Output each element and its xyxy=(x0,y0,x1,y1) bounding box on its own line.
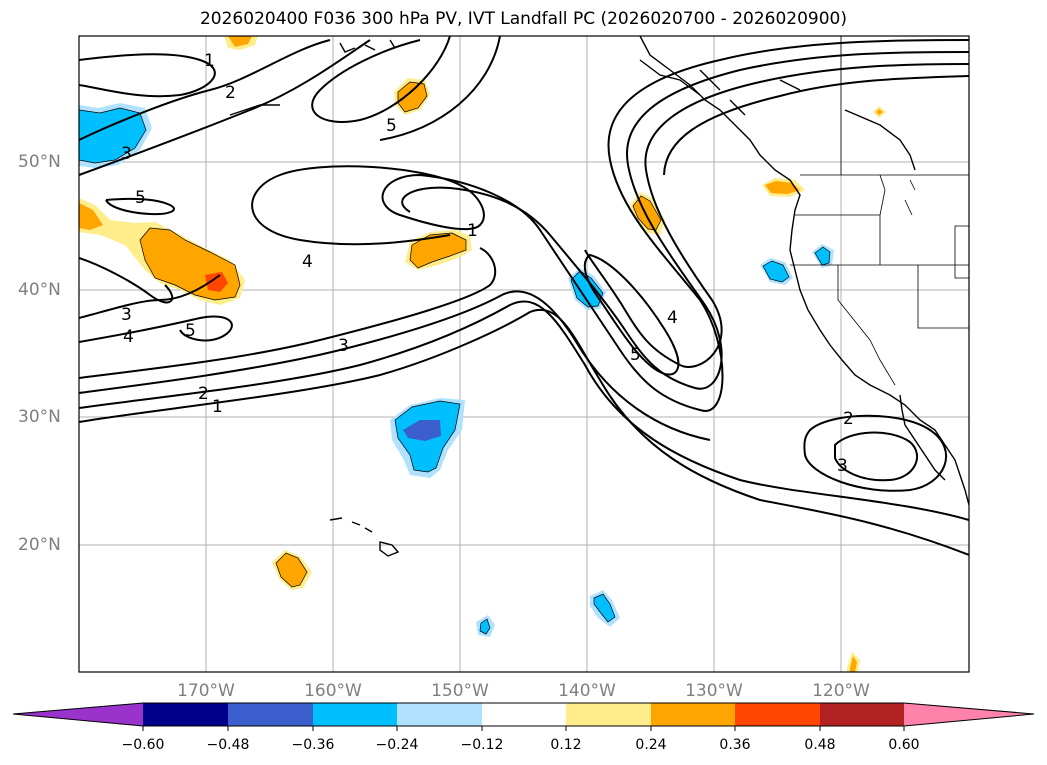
contour-labels: 1 2 5 3 5 4 1 3 4 5 3 2 1 4 5 2 3 xyxy=(121,51,854,476)
contour-label: 2 xyxy=(843,409,854,429)
lat-tick-label: 20°N xyxy=(18,535,61,555)
lon-tick-label: 140°W xyxy=(558,681,616,701)
colorbar-segment xyxy=(482,703,568,726)
pv-contours xyxy=(79,36,969,556)
map-frame xyxy=(78,35,970,673)
contour-label: 1 xyxy=(204,51,215,71)
colorbar-tick-label: 0.24 xyxy=(635,737,667,753)
lat-tick-label: 30°N xyxy=(18,407,61,427)
contour-label: 1 xyxy=(467,221,478,241)
lat-tick-label: 40°N xyxy=(18,280,61,300)
lon-tick-label: 170°W xyxy=(177,681,235,701)
colorbar-segment xyxy=(820,703,905,726)
contour-label: 3 xyxy=(338,336,349,356)
contour-label: 5 xyxy=(135,188,146,208)
contour-label: 5 xyxy=(630,345,641,365)
colorbar-tick-label: 0.36 xyxy=(719,737,751,753)
contour-label: 4 xyxy=(667,308,678,328)
colorbar-segment xyxy=(904,703,1034,726)
colorbar-segment xyxy=(397,703,483,726)
colorbar-tick-label: −0.24 xyxy=(375,737,419,753)
contour-label: 1 xyxy=(212,397,223,417)
figure-title: 2026020400 F036 300 hPa PV, IVT Landfall… xyxy=(199,9,847,29)
coastlines xyxy=(229,36,969,557)
lon-tick-label: 120°W xyxy=(812,681,870,701)
colorbar-tick-label: −0.36 xyxy=(291,737,335,753)
contour-label: 5 xyxy=(386,116,397,136)
colorbar-segment xyxy=(143,703,229,726)
colorbar-segment xyxy=(735,703,821,726)
colorbar-ticks xyxy=(142,726,905,731)
lon-tick-label: 160°W xyxy=(304,681,362,701)
contour-label: 3 xyxy=(121,305,132,325)
contour-label: 4 xyxy=(302,252,313,272)
colorbar-segment xyxy=(566,703,652,726)
contour-label: 2 xyxy=(225,83,236,103)
lon-tick-label: 130°W xyxy=(685,681,743,701)
colorbar-tick-label: −0.12 xyxy=(460,737,504,753)
colorbar-tick-label: −0.60 xyxy=(121,737,165,753)
colorbar-segment xyxy=(228,703,314,726)
colorbar-segment xyxy=(313,703,399,726)
contour-label: 3 xyxy=(837,456,848,476)
colorbar-segment xyxy=(13,703,143,726)
map-background xyxy=(79,36,969,672)
colorbar-tick-label: −0.48 xyxy=(206,737,250,753)
colorbar-tick-label: 0.60 xyxy=(888,737,920,753)
contour-label: 2 xyxy=(198,384,209,404)
colorbar-tick-label: 0.12 xyxy=(550,737,582,753)
colorbar-tick-label: 0.48 xyxy=(804,737,836,753)
colorbar-segment xyxy=(651,703,737,726)
ivt-shading xyxy=(79,36,886,672)
contour-label: 3 xyxy=(121,144,132,164)
contour-label: 5 xyxy=(185,321,196,341)
lon-tick-label: 150°W xyxy=(431,681,489,701)
lat-tick-label: 50°N xyxy=(18,152,61,172)
contour-label: 4 xyxy=(123,327,134,347)
political-borders xyxy=(790,36,969,386)
